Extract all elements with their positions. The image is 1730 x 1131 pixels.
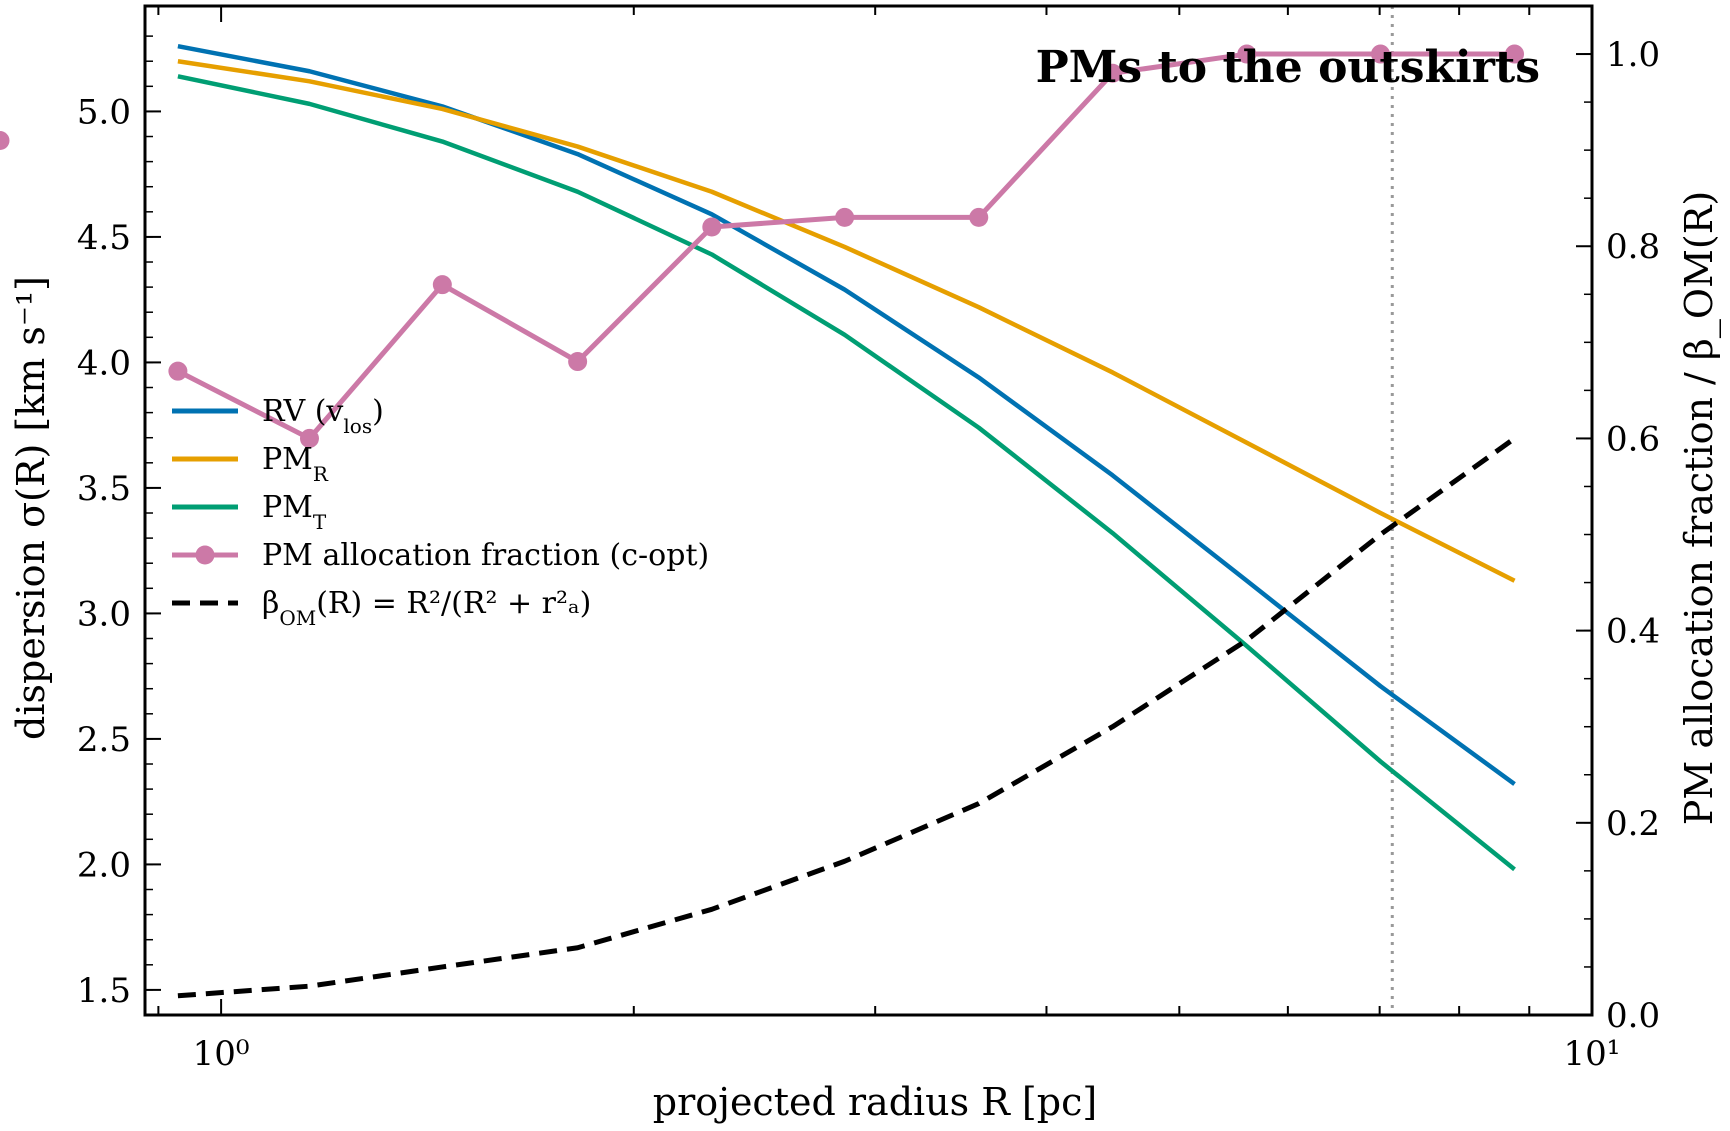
y-left-tick-label-0: 1.5 [77,971,131,1011]
series-marker-3-8 [1237,44,1257,64]
series-marker-3-0 [168,361,188,381]
y-right-tick-label-4: 0.8 [1606,227,1660,267]
series-layer [0,6,1525,1015]
series-marker-3-4 [702,217,722,237]
chart-title: PMs to the outskirts [1036,42,1540,93]
series-line-0 [177,43,1516,786]
x-axis-label: projected radius R [pc] [653,1080,1097,1124]
legend-label-pmt: PMT [262,490,327,534]
legend-label-pmr: PMR [262,442,329,486]
series-line-2 [177,74,1516,872]
series-marker-3-7 [1103,63,1123,83]
series-marker-3-1 [299,428,319,448]
y-left-tick-label-4: 3.5 [77,469,131,509]
y-right-axis-label: PM allocation fraction / β_OM(R) [1677,191,1722,825]
ticks-layer: 10⁰ 10¹ 1.5 2.0 2.5 3.0 3.5 4.0 4.5 5.0 0.0 0.2 0.4 0… [77,6,1660,1074]
series-marker-3-5 [835,207,855,227]
y-left-tick-label-7: 5.0 [77,92,131,132]
y-left-tick-label-2: 2.5 [77,720,131,760]
y-left-tick-label-6: 4.5 [77,218,131,258]
series-marker-3-6 [969,207,989,227]
legend-label-frac: PM allocation fraction (c-opt) [262,538,709,573]
series-marker-3-3 [568,352,588,372]
y-left-tick-label-3: 3.0 [77,594,131,634]
series-line-4 [177,436,1516,999]
y-right-tick-label-3: 0.6 [1606,419,1660,459]
y-left-tick-label-5: 4.0 [77,343,131,383]
y-right-tick-label-0: 0.0 [1606,996,1660,1036]
y-left-tick-label-1: 2.0 [77,845,131,885]
y-right-tick-label-1: 0.2 [1606,804,1660,844]
legend-label-beta: βOM(R) = R²/(R² + r²ₐ) [262,586,591,630]
legend-label-rv: RV (vlos) [262,394,384,438]
series-marker-3-11 [0,131,10,151]
series-marker-3-2 [432,275,452,295]
y-right-tick-label-2: 0.4 [1606,612,1660,652]
series-marker-3-9 [1370,44,1390,64]
x-tick-label-0: 10⁰ [193,1034,250,1074]
x-tick-label-1: 10¹ [1564,1034,1621,1074]
y-left-axis-label: dispersion σ(R) [km s⁻¹] [9,276,53,740]
series-line-1 [177,58,1516,583]
series-marker-3-10 [1505,44,1525,64]
legend-marker-frac [195,545,215,565]
plot-frame [143,4,1594,1017]
y-right-tick-label-5: 1.0 [1606,35,1660,75]
